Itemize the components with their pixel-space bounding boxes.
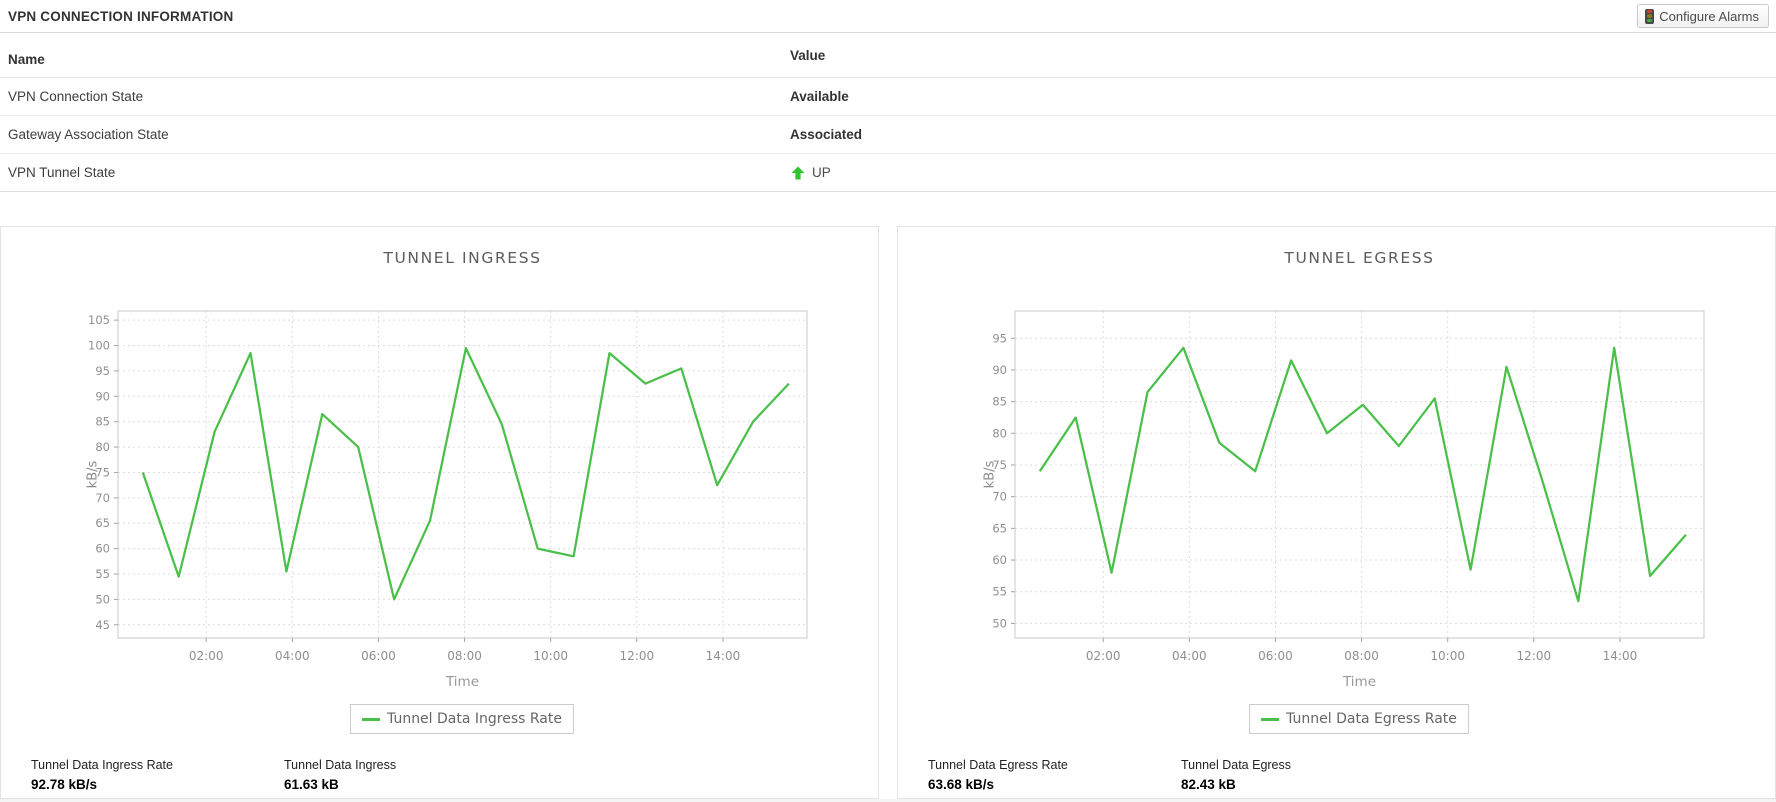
legend: Tunnel Data Egress Rate xyxy=(1249,704,1469,734)
svg-text:14:00: 14:00 xyxy=(706,649,741,663)
configure-alarms-button[interactable]: Configure Alarms xyxy=(1637,4,1769,28)
tunnel-egress-panel: 50 55 60 65 70 75 80 85 90 95 02:00 04:00 06:00 08:00… xyxy=(897,226,1776,799)
svg-text:95: 95 xyxy=(992,331,1007,345)
svg-text:45: 45 xyxy=(95,618,110,632)
svg-text:65: 65 xyxy=(992,521,1007,535)
svg-text:85: 85 xyxy=(992,395,1007,409)
svg-text:08:00: 08:00 xyxy=(447,649,482,663)
svg-text:70: 70 xyxy=(992,490,1007,504)
svg-text:100: 100 xyxy=(88,339,110,353)
svg-text:50: 50 xyxy=(95,592,110,606)
table-row: Gateway Association State Associated xyxy=(0,116,1776,154)
svg-text:08:00: 08:00 xyxy=(1344,649,1379,663)
y-axis-label: kB/s xyxy=(85,460,101,489)
stat-label: Tunnel Data Egress Rate xyxy=(928,758,1068,772)
stat-value: 63.68 kB/s xyxy=(928,777,995,792)
table-row: VPN Connection State Available xyxy=(0,78,1776,116)
stat-value: 82.43 kB xyxy=(1181,777,1236,792)
stat-label: Tunnel Data Ingress Rate xyxy=(31,758,173,772)
page-title: VPN CONNECTION INFORMATION xyxy=(8,9,234,24)
svg-text:70: 70 xyxy=(95,491,110,505)
tunnel-egress-chart: 50 55 60 65 70 75 80 85 90 95 02:00 04:00 06:00 08:00… xyxy=(992,310,1705,663)
stat-value: 61.63 kB xyxy=(284,777,339,792)
traffic-light-icon xyxy=(1645,8,1655,24)
tunnel-ingress-panel: 45 50 55 60 65 70 75 80 85 90 95 100 105 02:00 04:00 06… xyxy=(0,226,879,799)
y-axis-label: kB/s xyxy=(982,460,998,489)
svg-text:02:00: 02:00 xyxy=(1086,649,1121,663)
up-arrow-icon xyxy=(791,166,805,179)
legend-line-swatch xyxy=(362,717,381,721)
svg-text:65: 65 xyxy=(95,516,110,530)
row-value: Associated xyxy=(790,126,863,142)
row-value: Available xyxy=(790,88,849,104)
value-column-header: Value xyxy=(790,47,826,63)
configure-alarms-label: Configure Alarms xyxy=(1659,8,1759,24)
legend-label: Tunnel Data Egress Rate xyxy=(1286,711,1457,727)
svg-text:12:00: 12:00 xyxy=(620,649,655,663)
svg-text:04:00: 04:00 xyxy=(1172,649,1207,663)
header-bar: VPN CONNECTION INFORMATION Configure Ala… xyxy=(0,0,1776,33)
stat-item: Tunnel Data Egress Rate 63.68 kB/s xyxy=(928,758,1068,792)
tunnel-state-text: UP xyxy=(812,164,831,180)
svg-text:80: 80 xyxy=(95,440,110,454)
chart-title: TUNNEL EGRESS xyxy=(1284,249,1435,267)
svg-text:75: 75 xyxy=(95,465,110,479)
page-bottom-strip xyxy=(0,799,1776,802)
chart-title: TUNNEL INGRESS xyxy=(383,249,542,267)
svg-text:95: 95 xyxy=(95,364,110,378)
svg-text:10:00: 10:00 xyxy=(1430,649,1465,663)
table-header-row: Name Value xyxy=(0,34,1776,78)
table-row: VPN Tunnel State UP xyxy=(0,154,1776,192)
svg-text:85: 85 xyxy=(95,415,110,429)
svg-text:02:00: 02:00 xyxy=(189,649,224,663)
row-value: UP xyxy=(790,154,831,191)
svg-text:55: 55 xyxy=(992,585,1007,599)
svg-text:55: 55 xyxy=(95,567,110,581)
legend-line-swatch xyxy=(1261,717,1280,721)
svg-text:14:00: 14:00 xyxy=(1603,649,1638,663)
stat-item: Tunnel Data Ingress Rate 92.78 kB/s xyxy=(31,758,173,792)
row-name: VPN Connection State xyxy=(8,89,144,104)
tunnel-ingress-chart: 45 50 55 60 65 70 75 80 85 90 95 100 105 02:00 04:00 06… xyxy=(88,310,808,663)
row-name: VPN Tunnel State xyxy=(8,165,116,180)
stat-value: 92.78 kB/s xyxy=(31,777,98,792)
svg-text:04:00: 04:00 xyxy=(275,649,310,663)
stat-label: Tunnel Data Egress xyxy=(1181,758,1292,772)
svg-text:105: 105 xyxy=(88,313,110,327)
svg-text:50: 50 xyxy=(992,616,1007,630)
svg-text:90: 90 xyxy=(95,389,110,403)
svg-text:60: 60 xyxy=(992,553,1007,567)
stat-item: Tunnel Data Egress 82.43 kB xyxy=(1181,758,1291,792)
svg-text:12:00: 12:00 xyxy=(1517,649,1552,663)
legend-label: Tunnel Data Ingress Rate xyxy=(387,711,562,727)
vpn-info-table: Name Value VPN Connection State Availabl… xyxy=(0,34,1776,192)
x-axis-label: Time xyxy=(1342,674,1377,690)
row-name: Gateway Association State xyxy=(8,127,169,142)
svg-text:06:00: 06:00 xyxy=(1258,649,1293,663)
svg-text:90: 90 xyxy=(992,363,1007,377)
name-column-header: Name xyxy=(8,52,45,67)
svg-text:10:00: 10:00 xyxy=(533,649,568,663)
stat-item: Tunnel Data Ingress 61.63 kB xyxy=(284,758,396,792)
legend: Tunnel Data Ingress Rate xyxy=(350,704,574,734)
x-axis-label: Time xyxy=(445,674,480,690)
svg-text:60: 60 xyxy=(95,542,110,556)
svg-text:75: 75 xyxy=(992,458,1007,472)
svg-text:06:00: 06:00 xyxy=(361,649,396,663)
svg-text:80: 80 xyxy=(992,426,1007,440)
stat-label: Tunnel Data Ingress xyxy=(284,758,397,772)
